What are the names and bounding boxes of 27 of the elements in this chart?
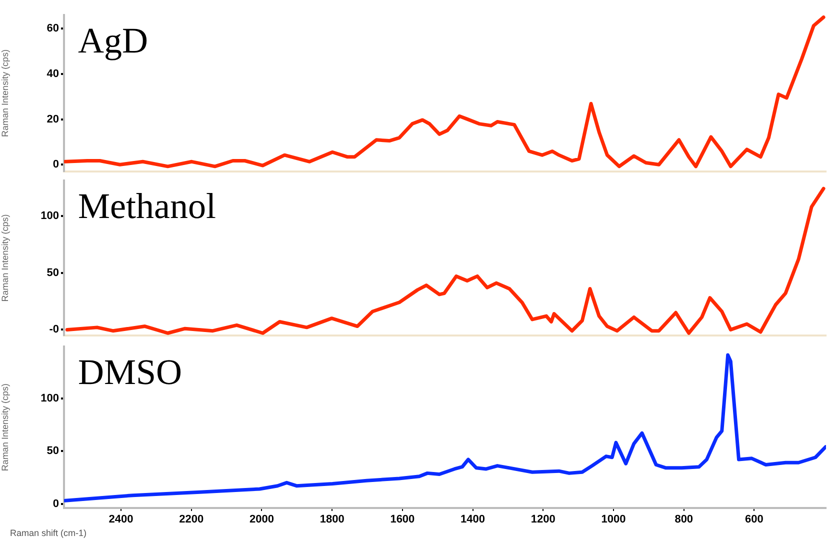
y-tick-label: 0 [52, 498, 59, 510]
annotation: DMSO [78, 352, 182, 392]
x-tick-label: 2200 [179, 514, 204, 526]
x-tick-label: 1400 [460, 514, 486, 526]
y-tick-label: 50 [46, 266, 59, 279]
x-tick-label: 1800 [320, 514, 344, 526]
x-axis-title: Raman shift (cm-1) [10, 528, 87, 538]
annotation: AgD [78, 20, 148, 60]
x-tick-label: 800 [674, 514, 694, 526]
x-tick-label: 1000 [601, 514, 626, 526]
x-tick-label: 2400 [108, 514, 134, 526]
y-tick-label: -0 [49, 324, 59, 336]
y-tick-label: 50 [46, 445, 59, 458]
y-axis-title: Raman Intensity (cps) [0, 214, 10, 302]
x-tick-label: 1600 [390, 514, 415, 526]
y-tick-label: 40 [46, 68, 59, 80]
annotation: Methanol [78, 186, 216, 226]
x-tick-label: 600 [745, 514, 764, 526]
y-tick-label: 20 [46, 113, 59, 126]
y-tick-label: 100 [40, 210, 59, 222]
y-tick-label: 100 [40, 392, 59, 404]
y-axis-title: Raman Intensity (cps) [0, 49, 10, 137]
x-tick-label: 2000 [249, 514, 274, 526]
x-tick-label: 1200 [530, 514, 556, 526]
y-tick-label: 60 [46, 22, 59, 35]
y-axis-title: Raman Intensity (cps) [0, 384, 10, 472]
y-tick-label: 0 [52, 158, 59, 171]
